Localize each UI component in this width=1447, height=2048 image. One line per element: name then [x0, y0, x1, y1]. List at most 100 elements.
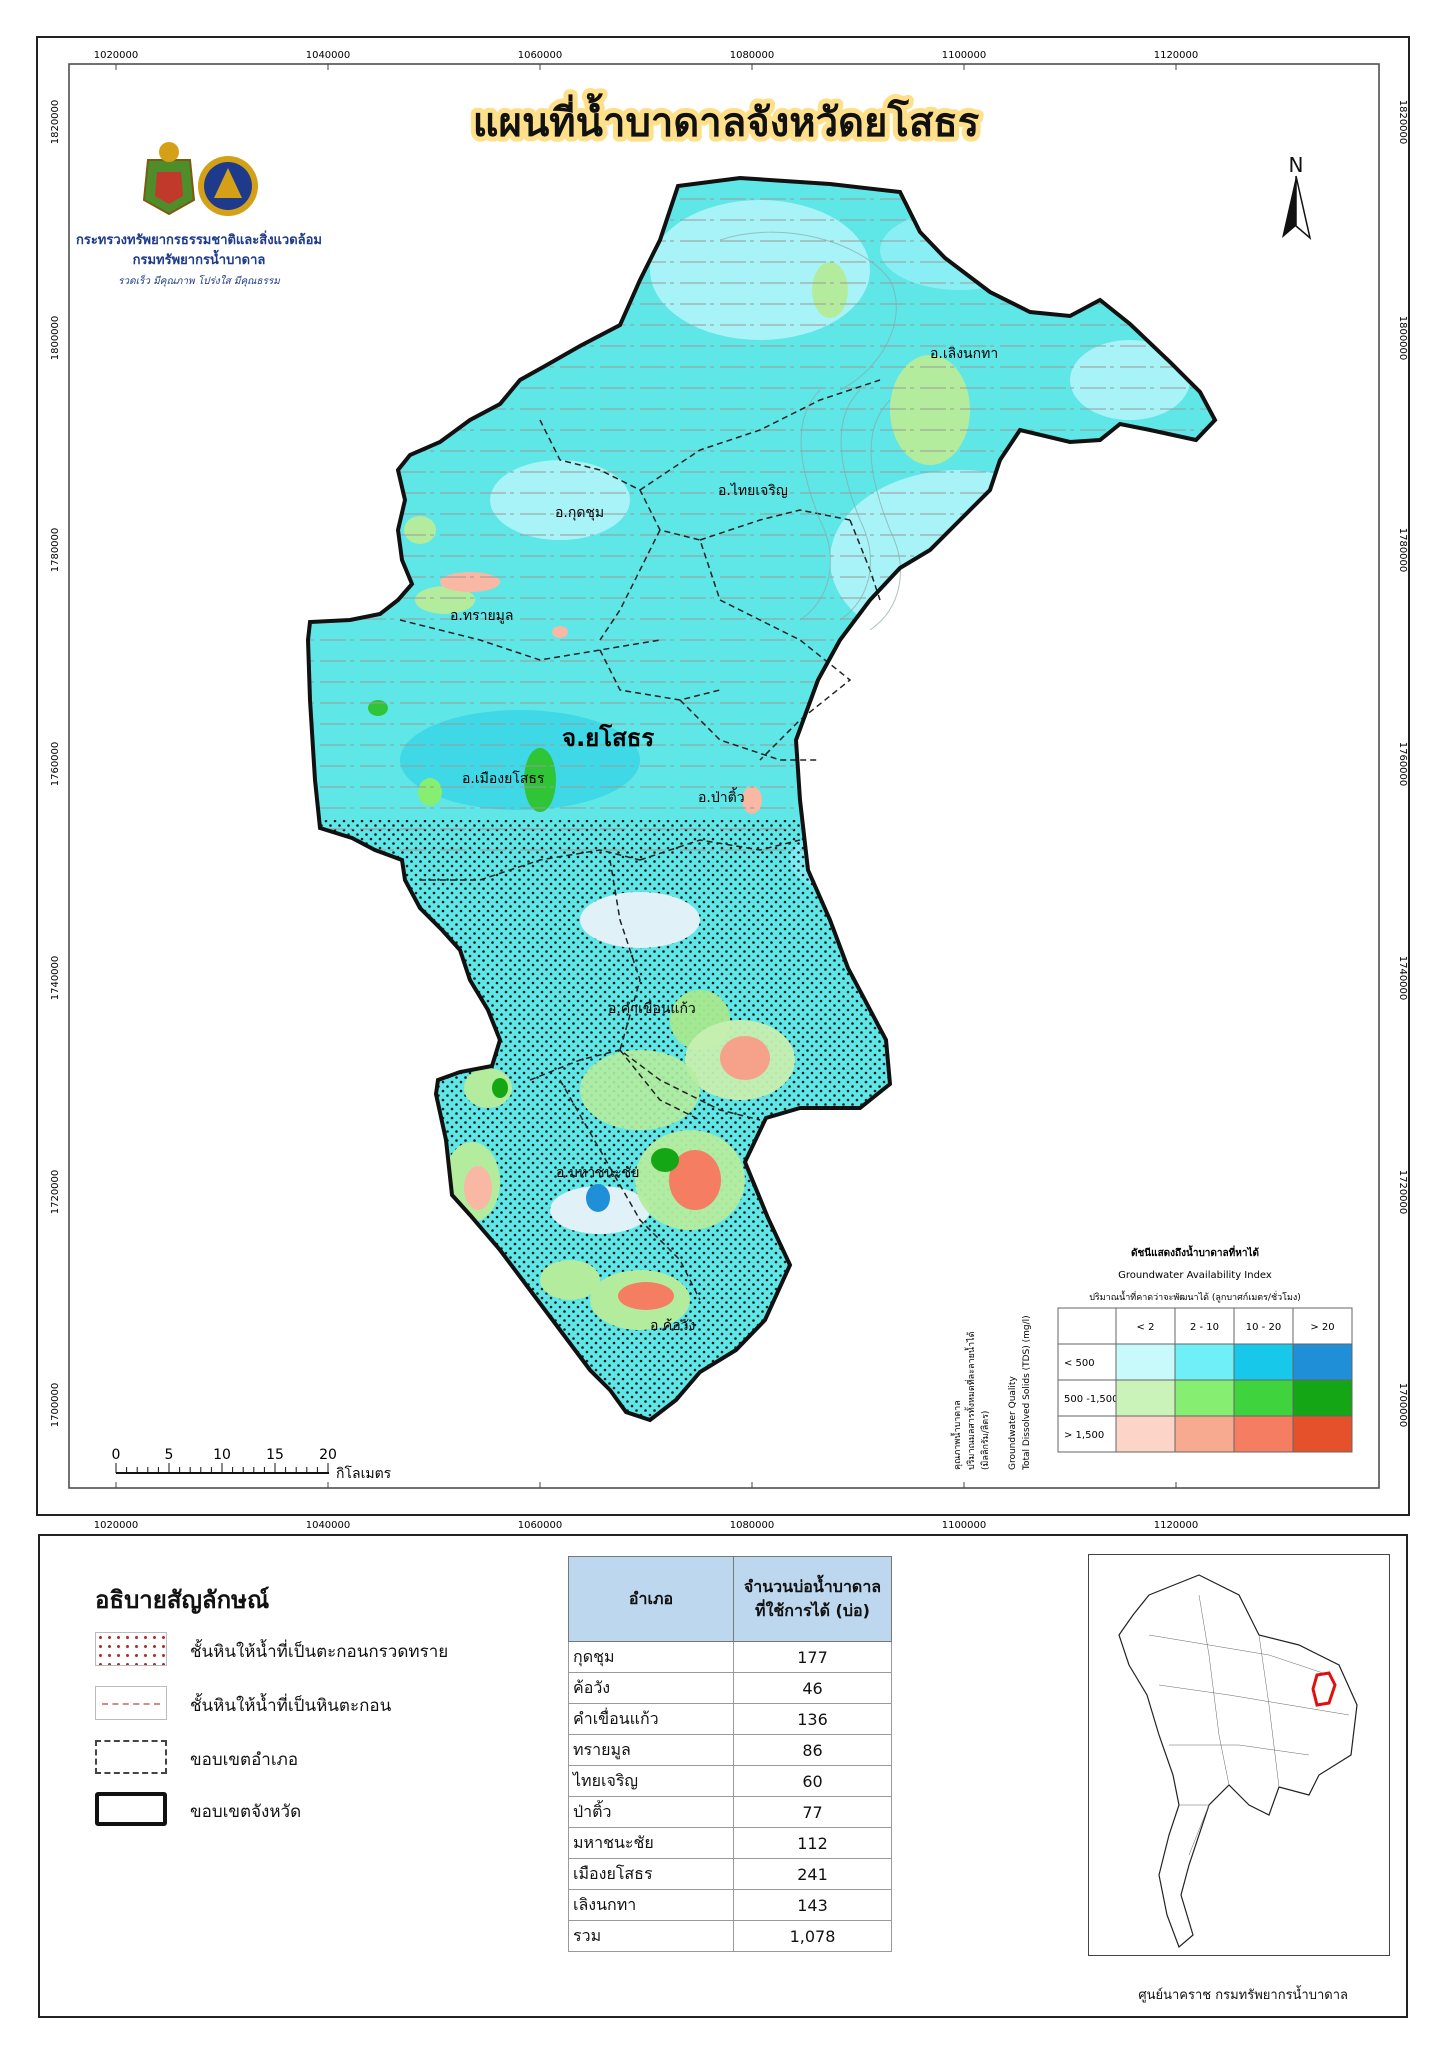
district-label: อ.ค้อวัง: [650, 1318, 695, 1334]
province-boundary: [305, 175, 1218, 1423]
matrix-row-label: 500 -1,500: [1064, 1394, 1119, 1405]
thailand-locator-map: [1088, 1554, 1390, 1956]
map-title: แผนที่น้ำบาดาลจังหวัดยโสธร: [473, 93, 980, 146]
well-count-cell: 112: [733, 1827, 892, 1859]
scale-bar: 0 5 10 15 20 กิโลเมตร: [112, 1447, 392, 1482]
scale-tick: 5: [165, 1447, 174, 1463]
well-count-cell: 77: [733, 1796, 892, 1828]
matrix-y-title-1: คุณภาพน้ำบาดาล: [950, 1400, 963, 1470]
matrix-row-label: > 1,500: [1064, 1430, 1104, 1441]
legend-item-district: ขอบเขตอำเภอ: [95, 1740, 565, 1778]
matrix-cell: [1292, 1343, 1353, 1381]
header-district: อำเภอ: [568, 1556, 734, 1642]
x-tick-label-top: 1040000: [306, 50, 351, 61]
well-count-cell: 46: [733, 1672, 892, 1704]
source-credit: ศูนย์นาคราช กรมทรัพยากรน้ำบาดาล: [1138, 1988, 1348, 2003]
well-count-cell: 241: [733, 1858, 892, 1890]
matrix-col-label: < 2: [1137, 1322, 1155, 1333]
matrix-cell: [1233, 1379, 1294, 1417]
ministry-logo: [142, 142, 196, 216]
district-cell: เลิงนกทา: [568, 1889, 734, 1921]
matrix-cell: [1292, 1379, 1353, 1417]
x-tick-label-top: 1060000: [518, 50, 563, 61]
table-row: เมืองยโสธร 241: [568, 1858, 892, 1890]
north-arrow-icon: N: [1282, 153, 1312, 241]
y-tick-label-right: 1760000: [1397, 742, 1408, 787]
table-row: ทรายมูล 86: [568, 1734, 892, 1766]
y-tick-label-right: 1700000: [1397, 1383, 1408, 1428]
north-label: N: [1289, 153, 1304, 177]
table-row: มหาชนะชัย 112: [568, 1827, 892, 1859]
legend-panel: อธิบายสัญลักษณ์ ชั้นหินให้น้ำที่เป็นตะกอ…: [38, 1534, 1408, 2018]
district-boundary-swatch: [95, 1740, 167, 1774]
yasothon-highlight: [1311, 1671, 1337, 1707]
matrix-cell: [1174, 1379, 1235, 1417]
x-tick-label-top: 1120000: [1154, 50, 1199, 61]
matrix-title-en: Groundwater Availability Index: [1118, 1270, 1272, 1281]
y-tick-label-right: 1800000: [1397, 316, 1408, 361]
x-tick-label-bottom: 1040000: [306, 1520, 351, 1531]
legend-item-gravel: ชั้นหินให้น้ำที่เป็นตะกอนกรวดทราย: [95, 1632, 565, 1670]
table-row: ค้อวัง 46: [568, 1672, 892, 1704]
y-tick-label-left: 1700000: [50, 1383, 61, 1428]
matrix-cell: [1233, 1415, 1294, 1453]
x-tick-label-top: 1020000: [94, 50, 139, 61]
x-tick-label-bottom: 1080000: [730, 1520, 775, 1531]
matrix-cell: [1233, 1343, 1294, 1381]
matrix-y-title-3: (มิลลิกรัม/ลิตร): [980, 1411, 991, 1470]
x-tick-label-bottom: 1020000: [94, 1520, 139, 1531]
district-label: อ.เมืองยโสธร: [462, 770, 545, 787]
matrix-col-label: > 20: [1310, 1322, 1334, 1333]
x-tick-label-bottom: 1100000: [942, 1520, 987, 1531]
well-count-cell: 136: [733, 1703, 892, 1735]
legend-item-province: ขอบเขตจังหวัด: [95, 1792, 565, 1830]
y-tick-label-left: 1740000: [50, 956, 61, 1001]
x-tick-labels: 1020000 1020000 1040000 1040000 1060000 10600…: [94, 50, 1199, 1531]
header-count-line1: จำนวนบ่อน้ำบาดาล: [743, 1577, 882, 1596]
district-cell: รวม: [568, 1920, 734, 1952]
district-label: อ.กุดชุม: [555, 505, 604, 521]
table-row: กุดชุม 177: [568, 1641, 892, 1673]
table-row: ไทยเจริญ 60: [568, 1765, 892, 1797]
y-tick-label-left: 1720000: [50, 1170, 61, 1215]
scale-unit: กิโลเมตร: [336, 1465, 392, 1482]
x-tick-label-top: 1100000: [942, 50, 987, 61]
district-cell: ค้อวัง: [568, 1672, 734, 1704]
table-row: ป่าติ้ว 77: [568, 1796, 892, 1828]
x-tick-label-bottom: 1060000: [518, 1520, 563, 1531]
legend-item-label: ชั้นหินให้น้ำที่เป็นหินตะกอน: [190, 1696, 392, 1716]
district-labels: อ.เลิงนกทา อ.ไทยเจริญ อ.กุดชุม อ.ทรายมูล…: [450, 346, 998, 1334]
y-tick-label-right: 1780000: [1397, 528, 1408, 573]
district-cell: เมืองยโสธร: [568, 1858, 734, 1890]
district-cell: มหาชนะชัย: [568, 1827, 734, 1859]
matrix-cell: [1174, 1343, 1235, 1381]
legend-item-label: ขอบเขตจังหวัด: [190, 1802, 302, 1822]
district-cell: ไทยเจริญ: [568, 1765, 734, 1797]
matrix-x-title: ปริมาณน้ำที่คาดว่าจะพัฒนาได้ (ลูกบาศก์เม…: [1089, 1290, 1301, 1303]
legend-item-label: ชั้นหินให้น้ำที่เป็นตะกอนกรวดทราย: [190, 1642, 449, 1662]
matrix-title-th: ดัชนีแสดงถึงน้ำบาดาลที่หาได้: [1131, 1245, 1259, 1259]
matrix-col-label: 2 - 10: [1190, 1322, 1219, 1333]
matrix-cell: [1115, 1415, 1176, 1453]
x-tick-label-top: 1080000: [730, 50, 775, 61]
header-count-line2: ที่ใช้การได้ (บ่อ): [755, 1601, 870, 1620]
ministry-name: กระทรวงทรัพยากรธรรมชาติและสิ่งแวดล้อม: [76, 230, 322, 248]
department-name: กรมทรัพยากรน้ำบาดาล: [133, 249, 266, 268]
district-label: อ.ไทยเจริญ: [718, 482, 788, 499]
well-count-cell: 1,078: [733, 1920, 892, 1952]
matrix-col-label: 10 - 20: [1246, 1322, 1281, 1333]
district-label: อ.มหาชนะชัย: [556, 1165, 639, 1181]
legend-item-consolidated: ชั้นหินให้น้ำที่เป็นหินตะกอน: [95, 1686, 565, 1724]
y-tick-labels: 1820000 1820000 1800000 1800000 1780000 17800…: [50, 100, 1408, 1428]
scale-tick: 0: [112, 1447, 121, 1463]
scale-tick: 15: [266, 1447, 284, 1463]
district-label: อ.ทรายมูล: [450, 608, 513, 624]
district-cell: คำเขื่อนแก้ว: [568, 1703, 734, 1735]
province-boundary-swatch: [95, 1792, 167, 1826]
district-label: อ.ป่าติ้ว: [698, 787, 745, 806]
map-title-group: แผนที่น้ำบาดาลจังหวัดยโสธร แผนที่น้ำบาดา…: [468, 88, 985, 151]
table-row: เลิงนกทา 143: [568, 1889, 892, 1921]
y-tick-label-left: 1780000: [50, 528, 61, 573]
matrix-y-title-2: ปริมาณมลสารทั้งหมดที่ละลายน้ำได้: [964, 1331, 977, 1470]
